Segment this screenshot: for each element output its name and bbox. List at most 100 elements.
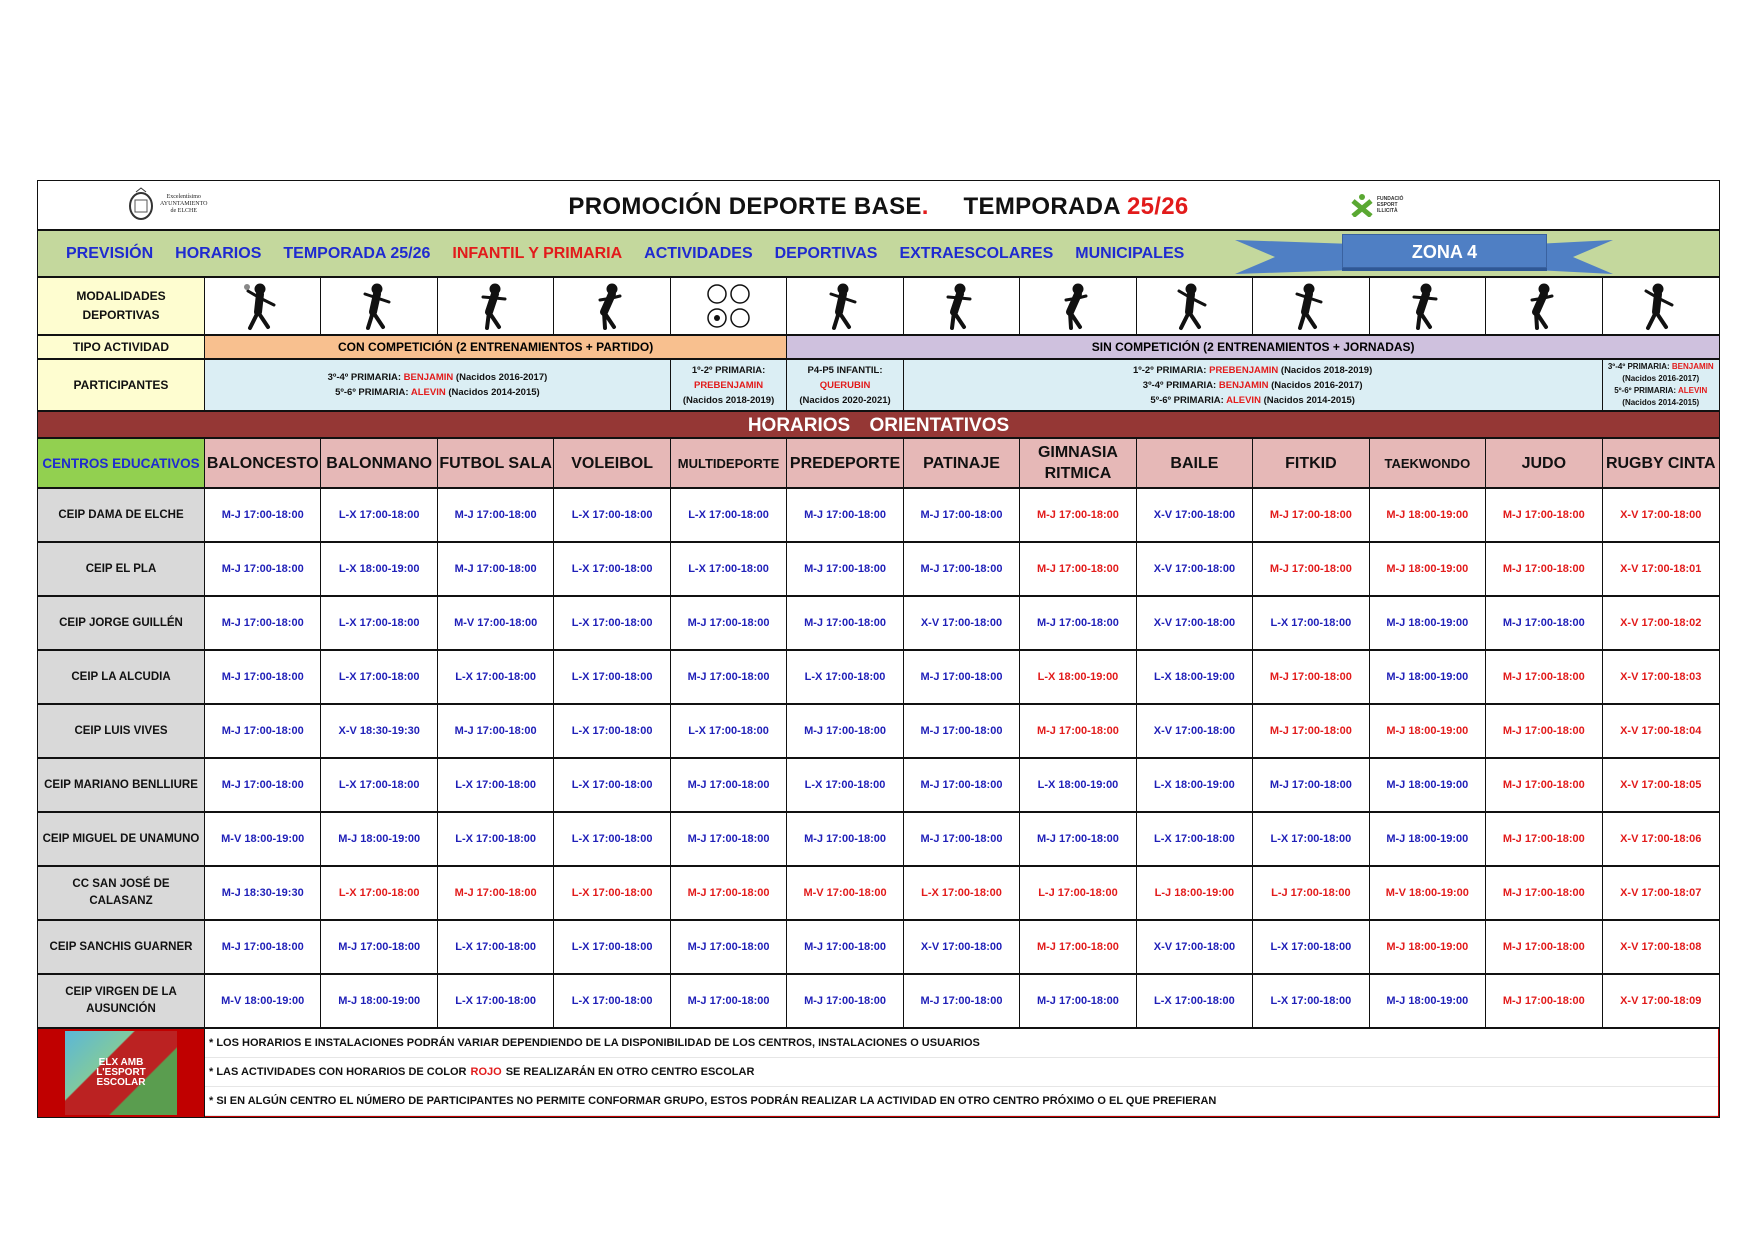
schedule-cell: X-V 17:00-18:00 <box>1136 705 1254 757</box>
table-row: CC SAN JOSÉ DE CALASANZ M-J 18:30-19:30 L-… <box>38 867 1719 921</box>
schedule-cell: M-J 17:00-18:00 <box>437 867 555 919</box>
centros-header: CENTROS EDUCATIVOS <box>38 439 205 487</box>
sport-icon-cell <box>1486 278 1603 334</box>
participants-cell: 3º-4º PRIMARIA: BENJAMIN (Nacidos 2016-2… <box>205 360 671 410</box>
participants-level: (Nacidos 2016-2017) <box>1622 374 1700 383</box>
schedule-cell: M-V 17:00-18:00 <box>787 867 904 919</box>
schedule-cell: L-X 17:00-18:00 <box>554 975 671 1027</box>
schedule-cell: M-J 17:00-18:00 <box>321 921 438 973</box>
schedule-cell: M-J 18:00-19:00 <box>1369 543 1487 595</box>
participants-line: 1º-2º PRIMARIA: <box>692 363 765 378</box>
schedule-cell: X-V 17:00-18:06 <box>1602 813 1719 865</box>
schedule-cell: M-J 17:00-18:00 <box>205 543 322 595</box>
participants-line: QUERUBIN <box>820 378 871 393</box>
schedule-cell: L-X 17:00-18:00 <box>437 651 555 703</box>
note-2-post: SE REALIZARÁN EN OTRO CENTRO ESCOLAR <box>505 1066 755 1078</box>
schedule-cell: X-V 17:00-18:00 <box>1136 489 1254 541</box>
schedule-cell: X-V 17:00-18:07 <box>1602 867 1719 919</box>
center-name: CEIP EL PLA <box>38 543 205 595</box>
schedule-cell: M-J 17:00-18:00 <box>1486 651 1603 703</box>
schedule-cell: M-J 17:00-18:00 <box>787 597 904 649</box>
schedule-cell: X-V 17:00-18:00 <box>903 597 1021 649</box>
sport-header: PATINAJE <box>903 439 1021 487</box>
header-row: CENTROS EDUCATIVOS BALONCESTO BALONMANO FU… <box>38 439 1719 489</box>
table-row: CEIP SANCHIS GUARNER M-J 17:00-18:00 M-J 1… <box>38 921 1719 975</box>
banner-item: MUNICIPALES <box>1075 244 1185 262</box>
schedule-cell: X-V 17:00-18:01 <box>1602 543 1719 595</box>
schedule-cell: M-J 18:30-19:30 <box>205 867 322 919</box>
schedule-cell: X-V 17:00-18:00 <box>903 921 1021 973</box>
participants-cell: P4-P5 INFANTIL: QUERUBIN (Nacidos 2020-202… <box>787 360 904 410</box>
schedule-cell: M-J 17:00-18:00 <box>670 759 788 811</box>
schedule-cell: M-J 17:00-18:00 <box>205 651 322 703</box>
sport-header: RUGBY CINTA <box>1602 439 1719 487</box>
schedule-cell: X-V 17:00-18:00 <box>1136 543 1254 595</box>
schedule-cell: M-J 17:00-18:00 <box>1486 867 1603 919</box>
participants-line: 1º-2º PRIMARIA: PREBENJAMIN (Nacidos 201… <box>1133 363 1372 378</box>
schedule-cell: X-V 17:00-18:04 <box>1602 705 1719 757</box>
schedule-cell: L-X 18:00-19:00 <box>1020 759 1137 811</box>
schedule-cell: M-V 17:00-18:00 <box>437 597 555 649</box>
title-dot: . <box>921 193 929 220</box>
note-1: * LOS HORARIOS E INSTALACIONES PODRÁN VA… <box>205 1029 1718 1058</box>
modalidades-label: MODALIDADES DEPORTIVAS <box>38 278 205 334</box>
schedule-cell: M-J 17:00-18:00 <box>670 651 788 703</box>
banner-item: DEPORTIVAS <box>774 244 878 262</box>
page-title: PROMOCIÓN DEPORTE BASE. TEMPORADA 25/26 <box>38 193 1719 221</box>
participants-level: 3º-4º PRIMARIA: <box>1607 362 1672 371</box>
table-row: CEIP LUIS VIVES M-J 17:00-18:00 X-V 18:30-… <box>38 705 1719 759</box>
note-2: * LAS ACTIVIDADES CON HORARIOS DE COLOR R… <box>205 1058 1718 1087</box>
schedule-cell: M-J 17:00-18:00 <box>1486 813 1603 865</box>
dancer-icon <box>1177 283 1207 330</box>
schedule-cell: M-J 17:00-18:00 <box>437 543 555 595</box>
schedule-cell: M-J 17:00-18:00 <box>670 867 788 919</box>
gymnast-icon <box>1064 283 1088 330</box>
schedule-cell: M-J 18:00-19:00 <box>1369 651 1487 703</box>
participants-category: BENJAMIN <box>1218 379 1269 391</box>
schedule-cell: M-J 17:00-18:00 <box>903 705 1021 757</box>
center-name: CEIP SANCHIS GUARNER <box>38 921 205 973</box>
fitkid-backbend-icon <box>1295 283 1323 330</box>
sport-header: TAEKWONDO <box>1369 439 1487 487</box>
con-competicion: CON COMPETICIÓN (2 ENTRENAMIENTOS + PART… <box>205 336 788 358</box>
football-player-icon <box>481 283 507 330</box>
schedule-cell: L-X 17:00-18:00 <box>670 705 788 757</box>
sport-header: FITKID <box>1253 439 1370 487</box>
horarios-orientativos-band: HORARIOS ORIENTATIVOS <box>38 412 1719 439</box>
sport-icon-cell <box>554 278 671 334</box>
schedule-cell: M-J 17:00-18:00 <box>670 975 788 1027</box>
schedule-cell: M-J 17:00-18:00 <box>205 705 322 757</box>
center-name: CEIP MARIANO BENLLIURE <box>38 759 205 811</box>
schedule-sheet: Excelentísimo AYUNTAMIENTO de ELCHE PROMOC… <box>37 180 1720 1118</box>
schedule-cell: M-J 17:00-18:00 <box>787 813 904 865</box>
tipo-actividad-row: TIPO ACTIVIDAD CON COMPETICIÓN (2 ENTREN… <box>38 336 1719 360</box>
note-2-pre: * LAS ACTIVIDADES CON HORARIOS DE COLOR <box>209 1066 467 1078</box>
schedule-cell: L-X 17:00-18:00 <box>670 543 788 595</box>
participants-category: ALEVIN <box>410 387 446 398</box>
schedule-cell: L-J 17:00-18:00 <box>1253 867 1370 919</box>
note-3: * SI EN ALGÚN CENTRO EL NÚMERO DE PARTIC… <box>205 1087 1718 1116</box>
schedule-cell: L-X 17:00-18:00 <box>437 813 555 865</box>
participants-level: (Nacidos 2014-2015) <box>1622 398 1700 407</box>
sport-header: JUDO <box>1486 439 1603 487</box>
center-name: CEIP JORGE GUILLÉN <box>38 597 205 649</box>
schedule-cell: L-X 17:00-18:00 <box>554 921 671 973</box>
sport-icon-cell <box>321 278 438 334</box>
schedule-cell: L-X 17:00-18:00 <box>554 543 671 595</box>
schedule-cell: L-X 17:00-18:00 <box>1253 975 1370 1027</box>
schedule-cell: M-J 17:00-18:00 <box>1020 921 1137 973</box>
schedule-cell: M-J 17:00-18:00 <box>1486 597 1603 649</box>
participants-line: PREBENJAMIN <box>694 378 763 393</box>
banner-item: INFANTIL Y PRIMARIA <box>452 244 623 262</box>
participants-category: PREBENJAMIN <box>1209 364 1279 376</box>
schedule-cell: L-X 17:00-18:00 <box>437 759 555 811</box>
schedule-cell: M-J 18:00-19:00 <box>321 813 438 865</box>
schedule-cell: L-X 17:00-18:00 <box>554 867 671 919</box>
judo-fighter-icon <box>1530 283 1554 330</box>
schedule-cell: X-V 18:30-19:30 <box>321 705 438 757</box>
participants-category: BENJAMIN <box>1671 362 1714 371</box>
logo-text: ELX AMB L'ESPORT ESCOLAR <box>65 1031 177 1115</box>
schedule-cell: M-J 17:00-18:00 <box>670 597 788 649</box>
sport-icon-cell <box>670 278 788 334</box>
schedule-cell: L-X 18:00-19:00 <box>1020 651 1137 703</box>
